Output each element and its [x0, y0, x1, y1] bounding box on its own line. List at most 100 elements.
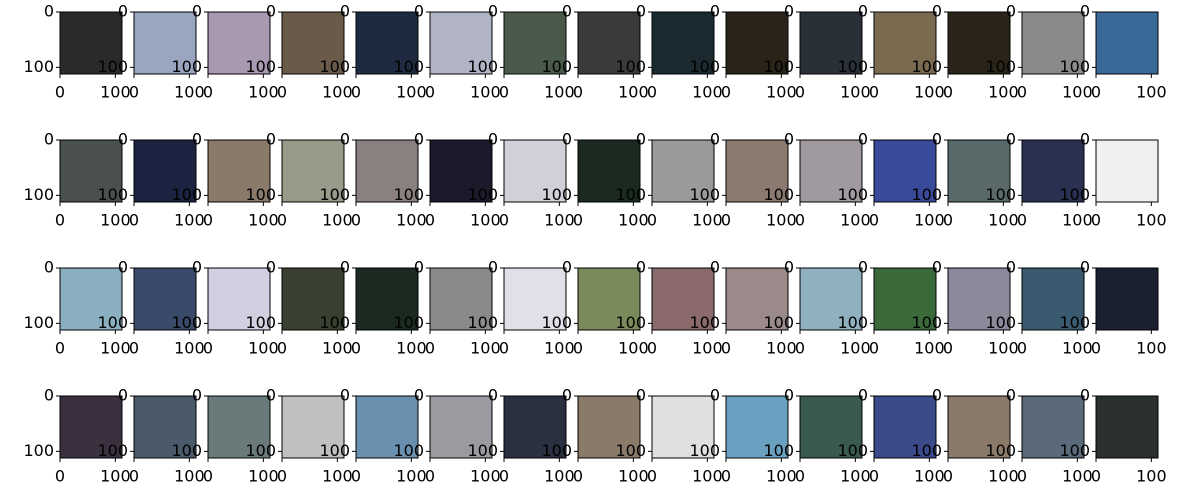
image	[503, 395, 567, 459]
y-tick-label: 0	[1080, 130, 1090, 149]
x-tick-label: 0	[647, 339, 657, 358]
x-tick-label: 100	[618, 467, 649, 486]
y-tick-label: 100	[541, 57, 572, 76]
image	[873, 139, 937, 203]
y-tick-label: 100	[985, 57, 1016, 76]
x-tick-label: 0	[795, 467, 805, 486]
y-tick-label: 100	[393, 185, 424, 204]
x-tick-label: 100	[544, 211, 575, 230]
y-tick-label: 0	[192, 2, 202, 21]
x-tick-label: 100	[1062, 339, 1093, 358]
y-tick-label: 100	[541, 185, 572, 204]
image	[1095, 395, 1159, 459]
y-tick-label: 0	[118, 386, 128, 405]
x-tick-label: 0	[573, 339, 583, 358]
x-tick-label: 100	[248, 211, 279, 230]
x-tick-label: 0	[647, 83, 657, 102]
x-tick-label: 0	[573, 83, 583, 102]
x-tick-label: 0	[55, 83, 65, 102]
y-tick-label: 100	[245, 313, 276, 332]
y-tick-label: 0	[562, 2, 572, 21]
x-tick-label: 100	[1136, 211, 1167, 230]
x-tick-label: 0	[943, 339, 953, 358]
y-tick-label: 0	[266, 2, 276, 21]
x-tick-label: 0	[55, 467, 65, 486]
x-tick-label: 0	[55, 211, 65, 230]
x-tick-label: 0	[795, 339, 805, 358]
y-tick-label: 100	[763, 57, 794, 76]
x-tick-label: 100	[914, 83, 945, 102]
y-tick-label: 100	[689, 313, 720, 332]
y-tick-label: 0	[710, 130, 720, 149]
x-tick-label: 100	[248, 339, 279, 358]
x-tick-label: 100	[766, 339, 797, 358]
x-tick-label: 100	[470, 467, 501, 486]
x-tick-label: 0	[943, 83, 953, 102]
y-tick-label: 0	[118, 2, 128, 21]
x-tick-label: 0	[1017, 467, 1027, 486]
x-tick-label: 100	[840, 83, 871, 102]
y-tick-label: 100	[467, 313, 498, 332]
image	[577, 139, 641, 203]
y-tick-label: 0	[488, 258, 498, 277]
image	[577, 11, 641, 75]
y-tick-label: 0	[858, 258, 868, 277]
x-tick-label: 0	[795, 211, 805, 230]
image	[1021, 267, 1085, 331]
x-tick-label: 100	[618, 211, 649, 230]
x-tick-label: 0	[425, 467, 435, 486]
x-tick-label: 0	[499, 339, 509, 358]
x-tick-label: 100	[248, 467, 279, 486]
x-tick-label: 100	[1062, 83, 1093, 102]
y-tick-label: 0	[932, 258, 942, 277]
x-tick-label: 100	[544, 467, 575, 486]
image	[429, 395, 493, 459]
y-tick-label: 100	[615, 57, 646, 76]
x-tick-label: 0	[351, 83, 361, 102]
y-tick-label: 100	[837, 57, 868, 76]
y-tick-label: 100	[393, 57, 424, 76]
x-tick-label: 100	[544, 339, 575, 358]
image	[651, 139, 715, 203]
image	[873, 267, 937, 331]
x-tick-label: 100	[100, 339, 131, 358]
image	[799, 11, 863, 75]
x-tick-label: 100	[914, 339, 945, 358]
x-tick-label: 0	[721, 211, 731, 230]
image	[725, 139, 789, 203]
x-tick-label: 100	[1136, 83, 1167, 102]
x-tick-label: 100	[988, 83, 1019, 102]
y-tick-label: 0	[784, 130, 794, 149]
x-tick-label: 100	[766, 83, 797, 102]
image	[59, 11, 123, 75]
image	[651, 395, 715, 459]
y-tick-label: 0	[1006, 386, 1016, 405]
x-tick-label: 0	[869, 339, 879, 358]
y-tick-label: 0	[636, 130, 646, 149]
y-tick-label: 0	[710, 2, 720, 21]
x-tick-label: 100	[766, 211, 797, 230]
image	[725, 267, 789, 331]
y-tick-label: 0	[710, 258, 720, 277]
x-tick-label: 100	[1062, 467, 1093, 486]
y-tick-label: 0	[266, 258, 276, 277]
y-tick-label: 0	[192, 130, 202, 149]
x-tick-label: 0	[573, 467, 583, 486]
image	[281, 11, 345, 75]
y-tick-label: 100	[319, 185, 350, 204]
image	[947, 395, 1011, 459]
y-tick-label: 0	[414, 2, 424, 21]
x-tick-label: 0	[795, 83, 805, 102]
y-tick-label: 0	[414, 386, 424, 405]
y-tick-label: 0	[192, 386, 202, 405]
x-tick-label: 0	[869, 83, 879, 102]
image	[207, 395, 271, 459]
x-tick-label: 100	[840, 339, 871, 358]
x-tick-label: 0	[351, 211, 361, 230]
x-tick-label: 0	[1091, 339, 1101, 358]
x-tick-label: 100	[248, 83, 279, 102]
y-tick-label: 0	[784, 258, 794, 277]
image	[1021, 11, 1085, 75]
y-tick-label: 100	[911, 313, 942, 332]
y-tick-label: 0	[266, 130, 276, 149]
